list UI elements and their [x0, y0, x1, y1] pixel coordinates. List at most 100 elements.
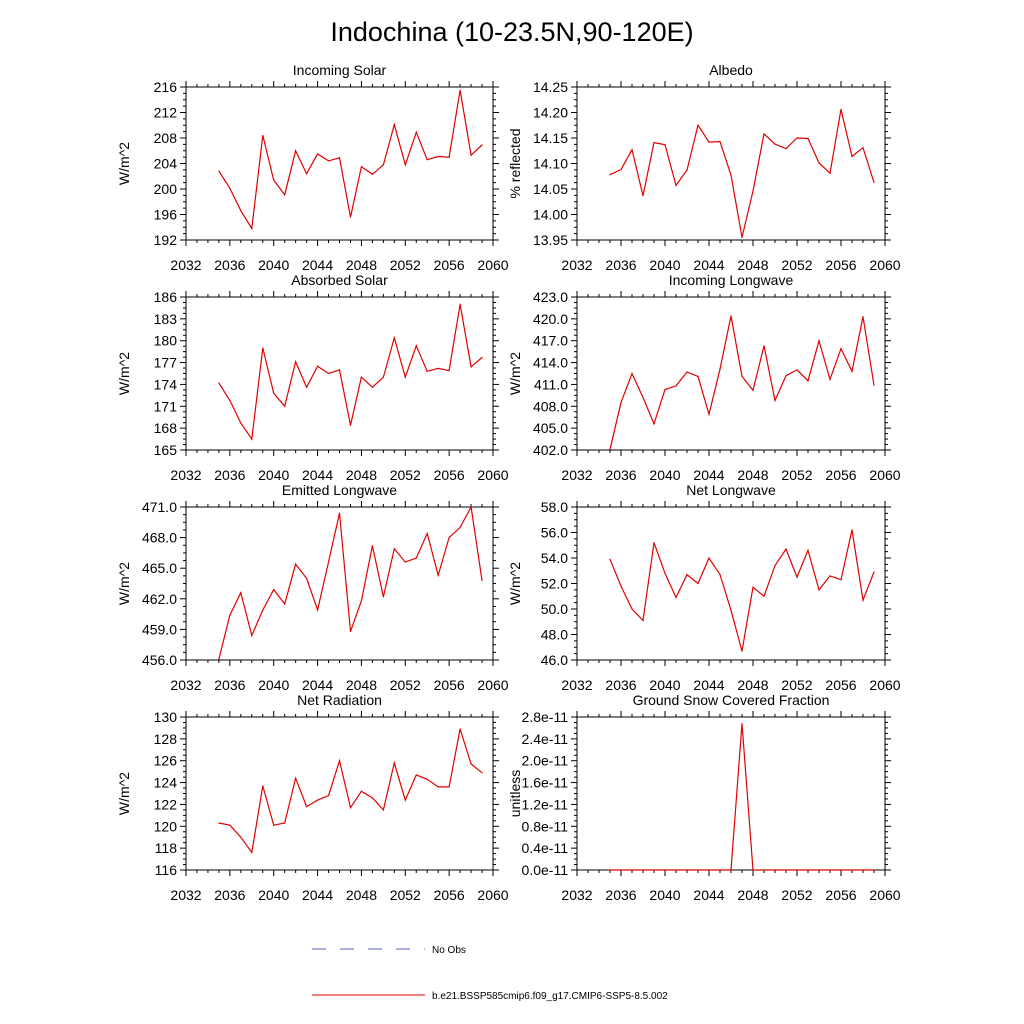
- legend: No Obs b.e21.BSSP585cmip6.f09_g17.CMIP6-…: [312, 945, 668, 1002]
- x-tick-label: 2044: [693, 467, 724, 483]
- data-point: [664, 869, 666, 871]
- x-tick-label: 2060: [869, 677, 900, 693]
- data-point: [295, 150, 297, 152]
- y-tick-label: 177: [154, 355, 178, 371]
- data-point: [763, 133, 765, 135]
- data-point: [653, 141, 655, 144]
- x-tick-label: 2040: [258, 467, 289, 483]
- x-tick-label: 2056: [825, 887, 856, 903]
- x-tick-label: 2048: [346, 257, 377, 273]
- data-point: [251, 438, 253, 440]
- chart-panel: Net Radiation W/m^2 2032 2036 2040 2044 2048 20…: [116, 692, 509, 903]
- data-point: [262, 609, 264, 611]
- y-tick-label: 52.0: [541, 576, 568, 592]
- data-point: [741, 375, 743, 378]
- x-tick-label: 2052: [781, 677, 812, 693]
- y-tick-label: 0.0e-11: [522, 862, 569, 878]
- y-tick-label: 465.0: [142, 560, 177, 576]
- y-axis-label: unitless: [507, 770, 523, 817]
- data-point: [470, 366, 472, 368]
- x-tick-label: 2044: [302, 467, 333, 483]
- data-point: [338, 760, 341, 762]
- y-tick-label: 408.0: [533, 398, 568, 414]
- data-point: [653, 423, 655, 425]
- y-tick-label: 124: [154, 775, 178, 791]
- chart-panel: Absorbed Solar W/m^2 2032 2036 2040 2044 2048 2…: [116, 272, 509, 483]
- data-point: [415, 345, 417, 347]
- x-tick-label: 2048: [737, 257, 768, 273]
- x-tick-label: 2040: [649, 887, 680, 903]
- plot-frame: [185, 296, 494, 451]
- y-tick-label: 14.25: [533, 79, 568, 95]
- data-point: [796, 576, 798, 578]
- x-tick-label: 2036: [605, 677, 636, 693]
- data-point: [306, 577, 308, 580]
- x-tick-label: 2052: [781, 467, 812, 483]
- x-tick-label: 2036: [214, 257, 245, 273]
- data-point: [675, 596, 677, 599]
- plot-frame: [576, 506, 886, 661]
- data-point: [851, 869, 853, 871]
- y-tick-label: 13.95: [533, 232, 568, 248]
- x-tick-label: 2048: [346, 467, 377, 483]
- data-point: [752, 869, 754, 871]
- data-point: [697, 582, 699, 585]
- data-point: [752, 389, 754, 391]
- data-point: [218, 382, 220, 384]
- x-tick-label: 2040: [258, 887, 289, 903]
- data-point: [719, 573, 721, 576]
- x-tick-label: 2060: [477, 257, 508, 273]
- data-point: [818, 869, 820, 871]
- data-point: [697, 124, 699, 126]
- x-tick-label: 2040: [649, 677, 680, 693]
- chart-panel: Incoming Solar W/m^2 2032 2036 2040 2044 2048 2…: [116, 62, 509, 273]
- data-point: [609, 174, 611, 176]
- data-point: [631, 608, 633, 610]
- y-axis-label: W/m^2: [116, 772, 132, 815]
- y-tick-label: 2.8e-11: [522, 709, 569, 725]
- y-tick-label: 192: [154, 232, 178, 248]
- data-point: [653, 542, 655, 544]
- x-tick-label: 2040: [258, 257, 289, 273]
- data-point: [218, 658, 220, 660]
- x-tick-label: 2036: [214, 677, 245, 693]
- data-point: [620, 169, 622, 171]
- x-tick-label: 2060: [869, 467, 900, 483]
- y-tick-label: 122: [154, 796, 178, 812]
- data-point: [796, 137, 798, 139]
- data-point: [609, 448, 611, 450]
- data-point: [273, 824, 275, 826]
- data-point: [609, 869, 611, 871]
- data-point: [481, 356, 483, 359]
- y-axis-label: W/m^2: [116, 352, 132, 395]
- data-point: [840, 579, 842, 581]
- data-point: [327, 795, 330, 797]
- data-point: [459, 728, 461, 730]
- x-tick-label: 2056: [825, 257, 856, 273]
- data-point: [240, 422, 242, 424]
- data-point: [415, 774, 417, 776]
- series-line: [609, 109, 875, 238]
- data-point: [741, 650, 743, 652]
- x-tick-label: 2044: [302, 677, 333, 693]
- data-point: [653, 869, 655, 871]
- data-point: [273, 179, 275, 181]
- y-axis-label: W/m^2: [116, 562, 132, 605]
- data-point: [382, 164, 384, 166]
- data-point: [284, 603, 286, 605]
- data-point: [316, 153, 319, 155]
- x-tick-label: 2048: [737, 887, 768, 903]
- data-point: [426, 159, 428, 161]
- y-tick-label: 165: [154, 442, 178, 458]
- x-tick-label: 2060: [477, 887, 508, 903]
- data-point: [382, 809, 384, 811]
- x-tick-label: 2040: [649, 257, 680, 273]
- data-point: [686, 169, 688, 171]
- y-tick-label: 186: [154, 289, 178, 305]
- panel-title: Net Longwave: [686, 482, 776, 498]
- data-point: [730, 315, 732, 317]
- data-point: [284, 405, 286, 407]
- y-tick-label: 14.00: [533, 207, 568, 223]
- data-point: [459, 89, 461, 91]
